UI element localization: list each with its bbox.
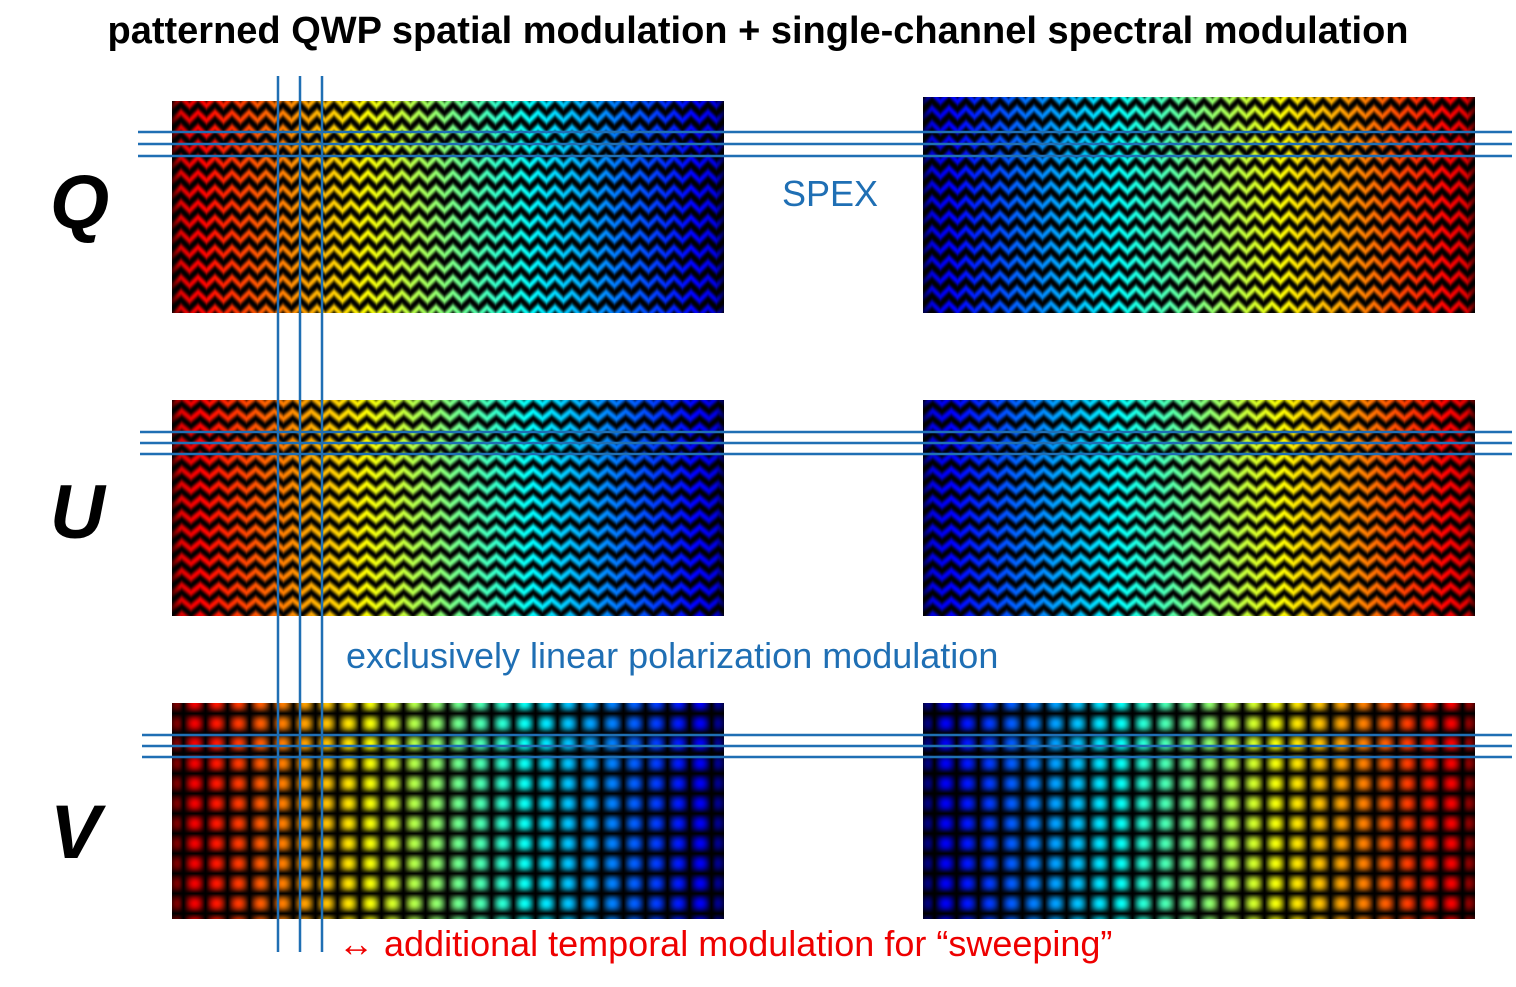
q-left-panel (172, 101, 724, 313)
u-right-panel (923, 400, 1475, 616)
linear-modulation-label: exclusively linear polarization modulati… (346, 635, 999, 676)
row-label-u: U (50, 470, 105, 555)
q-right-panel (923, 97, 1475, 313)
page-title: patterned QWP spatial modulation + singl… (107, 10, 1409, 52)
row-label-v: V (50, 790, 101, 875)
double-arrow-icon: ↔ (338, 923, 374, 964)
temporal-modulation-label: additional temporal modulation for “swee… (384, 923, 1113, 964)
v-left-panel (172, 703, 724, 919)
spex-label: SPEX (782, 173, 879, 214)
row-label-q: Q (50, 160, 110, 245)
v-right-panel (923, 703, 1475, 919)
u-left-panel (172, 400, 724, 616)
temporal-modulation-note: ↔ additional temporal modulation for “sw… (338, 926, 1112, 962)
